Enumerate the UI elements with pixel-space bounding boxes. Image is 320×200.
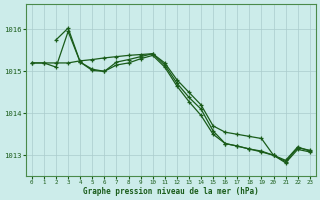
- X-axis label: Graphe pression niveau de la mer (hPa): Graphe pression niveau de la mer (hPa): [83, 187, 259, 196]
